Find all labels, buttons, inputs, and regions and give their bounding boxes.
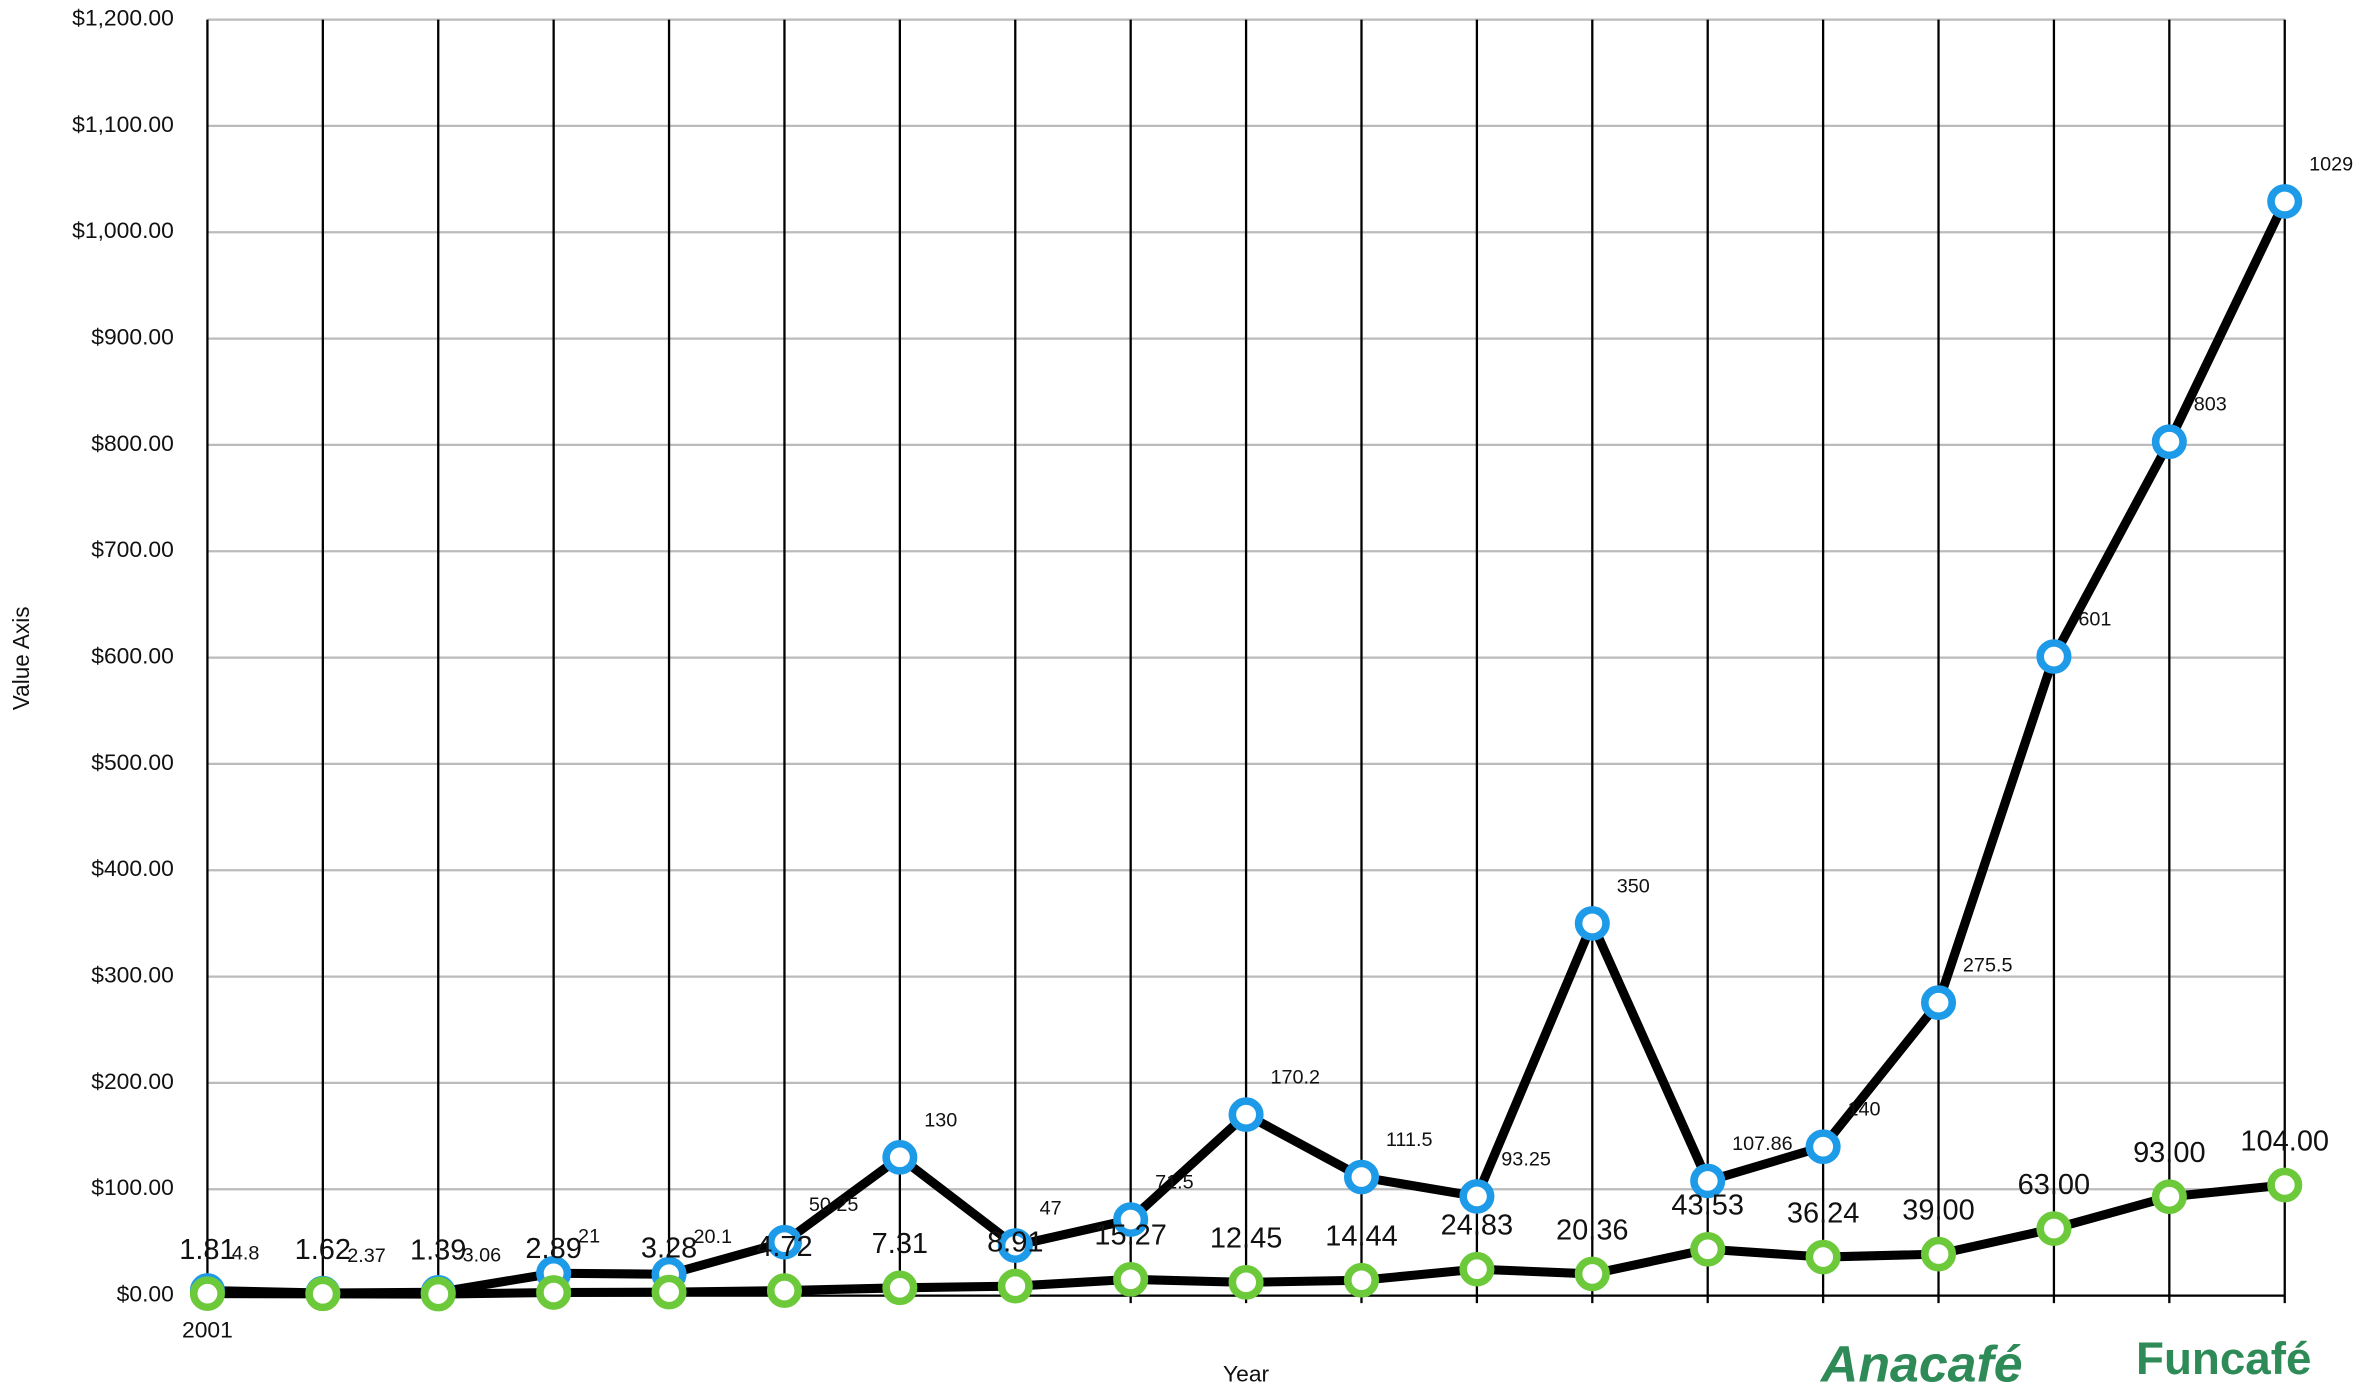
data-label: 20.1	[693, 1226, 732, 1248]
data-label: 8.91	[987, 1227, 1043, 1259]
data-label: 130	[924, 1109, 957, 1131]
data-label: 803	[2194, 394, 2227, 416]
data-label: 1029	[2309, 154, 2353, 176]
marker	[536, 1275, 572, 1310]
marker	[1690, 1231, 1726, 1267]
marker	[1574, 1256, 1610, 1292]
data-label: 12.45	[1210, 1223, 1283, 1255]
marker	[2267, 1167, 2303, 1203]
y-tick-label: $400.00	[91, 855, 174, 881]
y-tick-label: $500.00	[91, 749, 174, 775]
marker	[305, 1276, 341, 1312]
marker	[1805, 1129, 1841, 1165]
data-label: 1.39	[410, 1235, 466, 1267]
data-label: 275.5	[1963, 955, 2013, 977]
data-label: 93.00	[2133, 1137, 2206, 1169]
y-tick-label: $1,000.00	[72, 217, 174, 243]
marker	[2036, 639, 2072, 674]
marker	[997, 1228, 1033, 1263]
marker	[420, 1276, 456, 1312]
marker	[1113, 1262, 1149, 1297]
marker	[766, 1224, 802, 1260]
marker	[1228, 1265, 1264, 1300]
data-label: 50.25	[809, 1194, 859, 1216]
data-label: 47	[1040, 1198, 1062, 1220]
marker	[1920, 1236, 1957, 1272]
marker	[1920, 985, 1957, 1020]
data-label: 3.28	[641, 1233, 697, 1265]
logo: Funcafé	[2136, 1333, 2311, 1384]
marker	[2151, 1179, 2187, 1215]
y-tick-label: $200.00	[91, 1068, 174, 1094]
data-label: 2.89	[525, 1233, 581, 1265]
marker	[651, 1274, 687, 1310]
y-tick-label: $300.00	[91, 962, 174, 988]
y-tick-label: $600.00	[91, 643, 174, 669]
marker	[1228, 1097, 1264, 1132]
marker	[1459, 1179, 1495, 1214]
data-label: 21	[578, 1225, 600, 1247]
y-tick-label: $700.00	[91, 536, 174, 562]
marker	[997, 1268, 1033, 1304]
marker	[1574, 906, 1610, 941]
data-label: 350	[1617, 876, 1650, 898]
marker	[2151, 424, 2187, 460]
data-label: 111.5	[1386, 1129, 1433, 1151]
x-tick-label: 2001	[182, 1317, 233, 1343]
data-label: 140	[1848, 1099, 1881, 1121]
marker	[1113, 1202, 1149, 1237]
data-label: 71.5	[1155, 1172, 1194, 1194]
data-label: 3.06	[463, 1244, 502, 1266]
marker	[2267, 184, 2303, 219]
data-label: 1.81	[179, 1234, 235, 1266]
logo: Anacafé	[1819, 1335, 2023, 1392]
data-label: 93.25	[1501, 1149, 1551, 1171]
y-tick-label: $800.00	[91, 430, 174, 456]
data-label: 1.62	[295, 1234, 351, 1266]
data-label: 107.86	[1732, 1133, 1793, 1155]
marker	[882, 1270, 918, 1306]
data-label: 2.37	[347, 1245, 386, 1267]
data-label: 39.00	[1902, 1195, 1975, 1227]
data-label: 20.36	[1556, 1214, 1629, 1246]
y-axis-label: Value Axis	[8, 606, 34, 710]
data-label: 4.72	[756, 1231, 812, 1263]
data-label: 15.27	[1094, 1220, 1167, 1252]
marker	[1690, 1163, 1726, 1199]
data-label: 104.00	[2240, 1126, 2329, 1158]
data-label: 4.8	[232, 1243, 260, 1265]
y-tick-label: $0.00	[117, 1281, 174, 1307]
y-tick-label: $1,100.00	[72, 111, 174, 137]
data-label: 14.44	[1325, 1221, 1398, 1253]
data-label: 7.31	[872, 1228, 928, 1260]
x-axis-label: Year	[1223, 1361, 1270, 1387]
marker	[189, 1276, 225, 1311]
data-label: 43.53	[1671, 1190, 1744, 1222]
marker	[1343, 1262, 1380, 1298]
data-label: 24.83	[1441, 1210, 1514, 1242]
data-label: 63.00	[2018, 1169, 2091, 1201]
data-label: 601	[2078, 609, 2111, 631]
marker	[882, 1140, 918, 1175]
marker	[2036, 1211, 2072, 1246]
marker	[1805, 1239, 1841, 1275]
data-label: 36.24	[1787, 1198, 1860, 1230]
y-tick-label: $1,200.00	[72, 5, 174, 31]
marker	[1343, 1159, 1380, 1195]
marker	[1459, 1251, 1495, 1287]
marker	[766, 1273, 802, 1308]
y-tick-label: $900.00	[91, 324, 174, 350]
y-tick-label: $100.00	[91, 1174, 174, 1200]
data-label: 170.2	[1270, 1067, 1320, 1089]
